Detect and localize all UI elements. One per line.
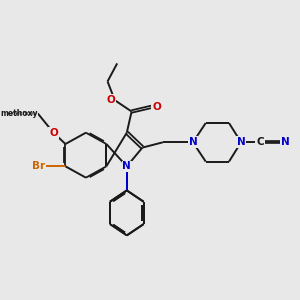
Text: N: N [237,137,245,147]
Text: O: O [106,95,115,105]
Text: O: O [49,128,58,138]
Text: N: N [189,137,197,147]
Text: methoxy: methoxy [10,111,38,116]
Text: Br: Br [32,161,45,171]
Text: C: C [256,137,264,147]
Text: methoxy: methoxy [0,109,38,118]
Text: N: N [122,161,131,171]
Text: N: N [281,137,290,147]
Text: O: O [152,102,161,112]
